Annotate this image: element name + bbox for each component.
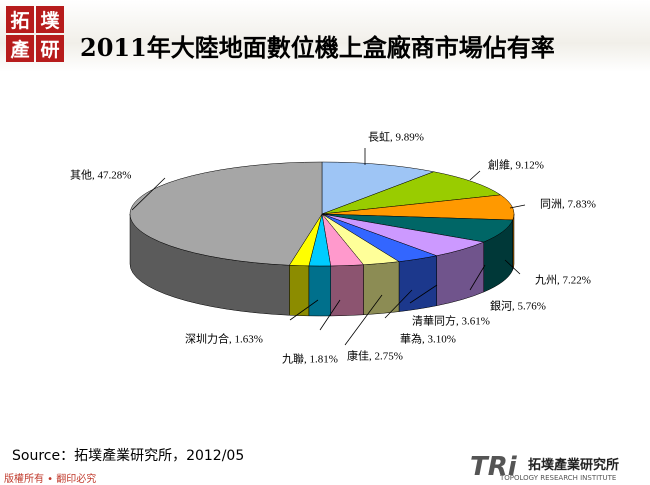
- data-label: 其他, 47.28%: [70, 169, 131, 182]
- data-label: 長虹, 9.89%: [368, 131, 424, 144]
- data-label: 康佳, 2.75%: [347, 349, 403, 363]
- brand-name: 拓墣產業研究所: [528, 458, 620, 473]
- chart: 長虹, 9.89% 創維, 9.12% 同洲, 7.83% 九州, 7.22% 銀河, …: [70, 131, 596, 366]
- header-band: [0, 0, 650, 72]
- leader-line: [289, 299, 319, 321]
- slice-side: [330, 264, 364, 317]
- data-label: 銀河, 5.76%: [490, 299, 546, 313]
- copyright: 版權所有 • 翻印必究: [4, 474, 97, 485]
- slice-side: [308, 265, 331, 317]
- data-label: 九州, 7.22%: [535, 274, 591, 287]
- data-label: 清華同方, 3.61%: [412, 314, 490, 328]
- brand-english: TOPOLOGY RESEARCH INSTITUTE: [500, 474, 617, 482]
- logo-char: 墣: [36, 6, 64, 33]
- slice: [321, 161, 435, 215]
- leader-line: [131, 177, 166, 211]
- brand: TRi 拓墣產業研究所 TOPOLOGY RESEARCH INSTITUTE: [470, 452, 646, 482]
- leader-line: [409, 284, 438, 304]
- data-label: 深圳力合, 1.63%: [185, 332, 263, 346]
- brand-mark: TRi: [470, 452, 517, 482]
- data-label: 華為, 3.10%: [400, 332, 456, 346]
- chart-title: 2011年大陸地面數位機上盒廠商市場佔有率: [80, 33, 555, 62]
- leader-line: [469, 264, 486, 291]
- slice-side: [398, 255, 437, 312]
- data-label: 創維, 9.12%: [488, 158, 544, 172]
- leader-line: [384, 289, 413, 319]
- data-label: 九聯, 1.81%: [282, 353, 338, 366]
- data-label: 同洲, 7.83%: [540, 199, 596, 211]
- leader-line: [344, 294, 383, 346]
- leader-line: [319, 299, 341, 331]
- slice: [321, 171, 502, 215]
- leader-line: [469, 170, 481, 181]
- logo-char: 拓: [6, 6, 34, 33]
- logo-char: 產: [6, 35, 34, 62]
- leader-line: [509, 204, 526, 209]
- logo: 拓 墣 產 研: [6, 6, 64, 62]
- slice-side: [363, 261, 400, 316]
- logo-char: 研: [36, 35, 64, 62]
- leader-line: [504, 259, 521, 275]
- slice: [129, 161, 323, 266]
- source: Source：拓墣產業研究所，2012/05: [12, 448, 245, 464]
